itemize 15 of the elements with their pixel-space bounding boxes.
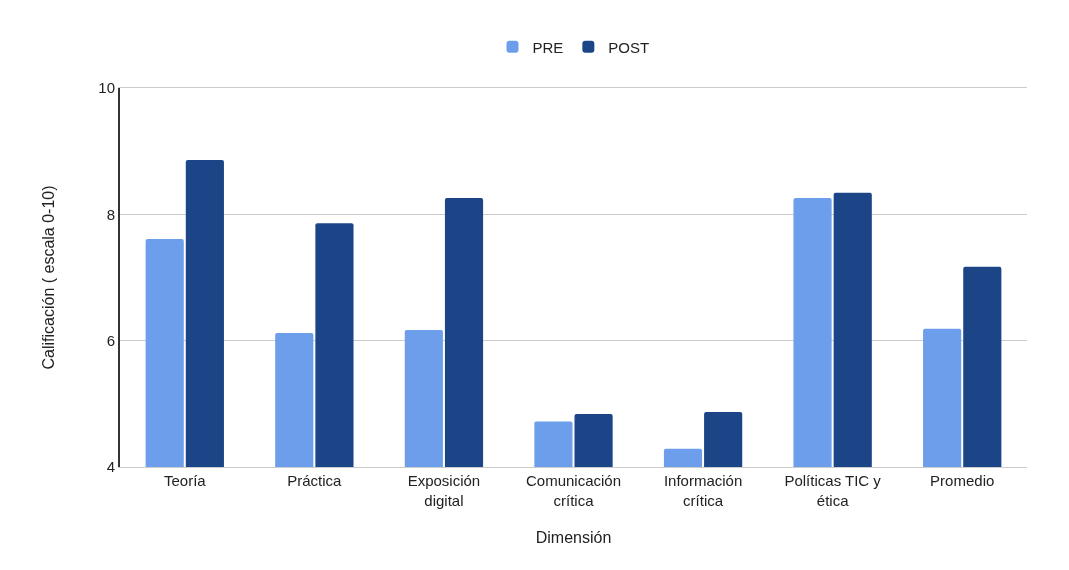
y-tick-label: 10	[98, 79, 115, 97]
y-tick-label: 8	[106, 205, 115, 223]
x-tick-label: Promedio	[930, 472, 995, 489]
y-tick-label: 4	[106, 458, 115, 476]
legend-label: POST	[608, 38, 650, 56]
x-tick-label: Políticas TIC y ética	[784, 472, 882, 509]
x-tick-label: Práctica	[287, 472, 343, 489]
x-tick-label: Comunicación crítica	[525, 472, 622, 509]
x-axis-title: Dimensión	[535, 529, 612, 547]
x-tick-label: Exposición digital	[407, 472, 481, 509]
y-tick-label: 6	[106, 331, 115, 349]
y-axis-title: Calificación ( escala 0-10)	[39, 185, 57, 370]
x-tick-label: Teoría	[163, 472, 207, 489]
x-tick-label: Información crítica	[663, 472, 743, 509]
legend-label: PRE	[532, 38, 564, 56]
